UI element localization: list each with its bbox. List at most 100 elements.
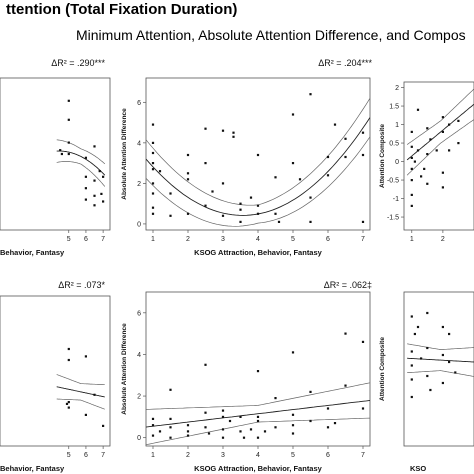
plot-area bbox=[406, 88, 474, 207]
ci-upper-line bbox=[406, 88, 474, 145]
data-point bbox=[426, 346, 429, 350]
data-point bbox=[457, 119, 460, 122]
x-axis-label: KSOG Attraction, Behavior, Fantasy bbox=[194, 248, 322, 257]
data-point bbox=[256, 212, 260, 215]
data-point bbox=[333, 422, 337, 425]
panel-top-left: 5 6 7 Behavior, Fantasy ΔR² = .290*** bbox=[0, 58, 111, 257]
data-point bbox=[67, 406, 70, 409]
data-point bbox=[84, 198, 87, 201]
x-tick-label: 5 bbox=[291, 236, 295, 243]
data-point bbox=[186, 434, 190, 437]
data-point bbox=[102, 424, 105, 427]
data-point bbox=[410, 378, 413, 381]
data-point bbox=[232, 131, 235, 134]
ci-lower-line bbox=[146, 136, 370, 227]
fit-line bbox=[146, 399, 370, 428]
data-point bbox=[151, 141, 155, 144]
data-point bbox=[186, 178, 190, 181]
data-point bbox=[67, 118, 70, 121]
x-tick-label: 2 bbox=[441, 236, 445, 243]
data-point bbox=[151, 212, 155, 215]
x-tick-label: 6 bbox=[84, 236, 88, 243]
data-point bbox=[151, 162, 155, 165]
data-point bbox=[309, 220, 312, 223]
data-point bbox=[426, 153, 429, 156]
plot-area bbox=[407, 311, 474, 399]
data-point bbox=[100, 192, 103, 195]
data-point bbox=[291, 432, 295, 435]
data-point bbox=[239, 208, 242, 211]
data-point bbox=[67, 358, 70, 362]
data-point bbox=[410, 156, 413, 159]
data-point bbox=[413, 332, 416, 336]
data-point bbox=[274, 397, 277, 400]
plot-frame bbox=[403, 291, 474, 447]
data-point bbox=[298, 178, 302, 181]
y-axis-label: Attention Composite bbox=[379, 337, 386, 401]
data-point bbox=[410, 350, 413, 353]
plot-area bbox=[56, 99, 106, 207]
data-point bbox=[416, 149, 420, 152]
panel-bottom-middle: 1 2 3 4 5 6 7 0 2 4 6 KSOG Attraction, Behavior, Fa… bbox=[121, 280, 372, 473]
x-tick-label: 1 bbox=[151, 452, 155, 459]
ci-upper-line bbox=[407, 343, 474, 350]
data-point bbox=[291, 113, 295, 116]
data-point bbox=[151, 123, 155, 126]
plot-area bbox=[56, 347, 105, 427]
fit-line bbox=[407, 357, 474, 363]
data-point bbox=[344, 155, 347, 159]
data-point bbox=[221, 182, 225, 185]
data-point bbox=[67, 99, 70, 102]
data-point bbox=[344, 332, 347, 335]
data-point bbox=[211, 190, 214, 193]
x-axis-label: Behavior, Fantasy bbox=[0, 464, 65, 473]
data-point bbox=[102, 175, 105, 178]
y-tick-label: 2 bbox=[395, 85, 399, 92]
data-point bbox=[151, 417, 155, 420]
panel-bottom-left: 5 6 7 Behavior, Fantasy ΔR² = .073* bbox=[0, 280, 111, 473]
x-tick-label: 7 bbox=[101, 452, 105, 459]
y-tick-label: 6 bbox=[137, 100, 141, 107]
data-point bbox=[441, 130, 444, 133]
ci-upper-line bbox=[146, 382, 370, 410]
data-point bbox=[186, 424, 190, 427]
delta-r2-annotation: ΔR² = .062‡ bbox=[324, 280, 372, 290]
data-point bbox=[291, 351, 295, 354]
x-tick-label: 6 bbox=[326, 236, 330, 243]
data-point bbox=[207, 432, 211, 435]
plot-frame bbox=[0, 295, 111, 447]
data-point bbox=[151, 168, 155, 171]
data-point bbox=[410, 130, 413, 133]
data-point bbox=[448, 149, 451, 152]
fit-line bbox=[406, 103, 474, 161]
data-point bbox=[242, 436, 246, 439]
data-point bbox=[256, 415, 260, 418]
y-tick-label: 2 bbox=[137, 181, 141, 188]
x-tick-label: 7 bbox=[361, 236, 365, 243]
y-tick-label: 0 bbox=[395, 159, 399, 166]
data-point bbox=[169, 417, 172, 420]
data-point bbox=[169, 192, 172, 195]
data-point bbox=[410, 145, 413, 148]
data-point bbox=[326, 426, 330, 429]
data-point bbox=[67, 141, 70, 144]
data-point bbox=[84, 355, 87, 358]
ci-upper-line bbox=[56, 139, 106, 165]
panel-top-middle: 1 2 3 4 5 6 7 0 2 4 6 KSOG Attraction, Behavior, Fa… bbox=[121, 58, 372, 257]
plot-frame bbox=[403, 81, 474, 231]
data-point bbox=[426, 311, 429, 315]
data-point bbox=[435, 149, 438, 152]
data-point bbox=[169, 426, 172, 429]
data-point bbox=[98, 170, 101, 173]
data-point bbox=[151, 206, 155, 209]
data-point bbox=[256, 436, 260, 439]
data-point bbox=[93, 145, 96, 148]
data-point bbox=[102, 200, 105, 203]
x-tick-label: 2 bbox=[186, 236, 190, 243]
data-point bbox=[410, 179, 413, 182]
data-point bbox=[158, 430, 162, 433]
data-point bbox=[416, 108, 420, 111]
delta-r2-annotation: ΔR² = .073* bbox=[58, 280, 105, 290]
x-tick-label: 7 bbox=[361, 452, 365, 459]
data-point bbox=[204, 426, 207, 429]
